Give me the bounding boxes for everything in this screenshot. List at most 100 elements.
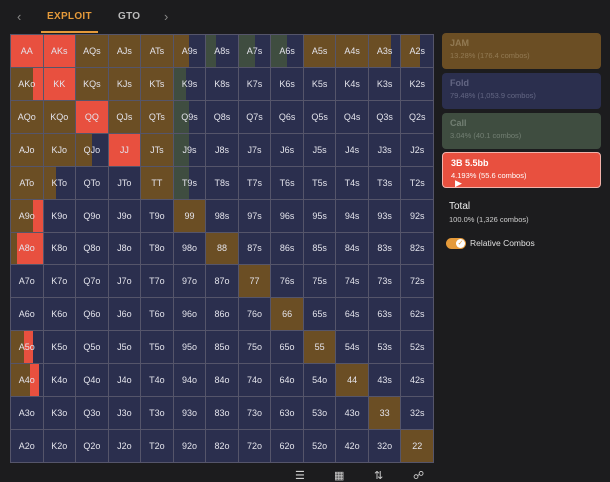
hand-cell[interactable]: 93o [173,397,207,431]
table-icon[interactable]: ▦ [334,470,345,482]
hand-cell[interactable]: QQ [76,100,109,134]
hand-cell[interactable]: Q2s [401,100,434,134]
hand-cell[interactable]: KJo [43,133,77,167]
hand-cell[interactable]: KTo [43,166,77,200]
hand-cell[interactable]: 72s [401,265,434,299]
hand-cell[interactable]: Q9o [76,199,109,233]
hand-cell[interactable]: AJo [11,133,44,167]
hand-cell[interactable]: QTs [141,100,174,134]
hand-cell[interactable]: K8s [206,67,239,101]
hand-cell[interactable]: K9s [173,67,207,101]
hand-cell[interactable]: 32o [368,430,402,463]
legend-jam[interactable]: JAM 13.28% (176.4 combos) [442,33,601,69]
hand-cell[interactable]: 88 [206,232,239,266]
hand-cell[interactable]: Q9s [173,100,207,134]
hand-cell[interactable]: 73o [238,397,272,431]
hand-cell[interactable]: K5s [303,67,337,101]
hand-cell[interactable]: 94o [173,364,207,398]
sort-icon[interactable]: ⇅ [374,470,384,482]
hand-cell[interactable]: J9o [108,199,142,233]
hand-cell[interactable]: A4s [336,35,369,68]
hand-cell[interactable]: T7o [141,265,174,299]
hand-cell[interactable]: AJs [108,35,142,68]
hand-cell[interactable]: A6o [11,298,44,332]
hand-cell[interactable]: K7o [43,265,77,299]
hand-cell[interactable]: 94s [336,199,369,233]
hand-cell[interactable]: J4s [336,133,369,167]
hand-cell[interactable]: 75o [238,331,272,365]
hand-cell[interactable]: K2o [43,430,77,463]
hand-cell[interactable]: A9s [173,35,207,68]
hand-cell[interactable]: K4s [336,67,369,101]
hand-cell[interactable]: TT [141,166,174,200]
hand-cell[interactable]: T2o [141,430,174,463]
share-icon[interactable]: ☍ [413,470,425,482]
hand-cell[interactable]: K2s [401,67,434,101]
hand-cell[interactable]: T6s [271,166,304,200]
hand-cell[interactable]: J4o [108,364,142,398]
hand-cell[interactable]: 63s [368,298,402,332]
hand-cell[interactable]: AQo [11,100,44,134]
hand-cell[interactable]: J2o [108,430,142,463]
hand-cell[interactable]: 83s [368,232,402,266]
hand-cell[interactable]: T2s [401,166,434,200]
hand-cell[interactable]: A8o [11,232,44,266]
hand-cell[interactable]: 64o [271,364,304,398]
hand-cell[interactable]: 87s [238,232,272,266]
hand-cell[interactable]: AKo [11,67,44,101]
hand-cell[interactable]: Q6s [271,100,304,134]
hand-cell[interactable]: T7s [238,166,272,200]
legend-3bet[interactable]: 3B 5.5bb 4.193% (55.6 combos) [442,152,601,188]
hand-cell[interactable]: A4o [11,364,44,398]
hand-cell[interactable]: K8o [43,232,77,266]
legend-call[interactable]: Call 3.04% (40.1 combos) [442,113,601,149]
hand-cell[interactable]: 86o [206,298,239,332]
hand-cell[interactable]: 75s [303,265,337,299]
hand-cell[interactable]: 84o [206,364,239,398]
hand-cell[interactable]: T3o [141,397,174,431]
hand-cell[interactable]: 64s [336,298,369,332]
hand-cell[interactable]: 98s [206,199,239,233]
hand-cell[interactable]: J5o [108,331,142,365]
hand-cell[interactable]: K6s [271,67,304,101]
hand-cell[interactable]: A3o [11,397,44,431]
tab-exploit[interactable]: EXPLOIT [41,11,98,33]
hand-cell[interactable]: Q3o [76,397,109,431]
hand-cell[interactable]: T4o [141,364,174,398]
hand-cell[interactable]: Q7o [76,265,109,299]
hand-cell[interactable]: 22 [401,430,434,463]
hand-cell[interactable]: T8o [141,232,174,266]
relative-combos-toggle[interactable]: ✓ [446,238,466,249]
hand-cell[interactable]: K6o [43,298,77,332]
hand-cell[interactable]: T9o [141,199,174,233]
hand-cell[interactable]: 98o [173,232,207,266]
hand-cell[interactable]: T5s [303,166,337,200]
hand-cell[interactable]: A6s [271,35,304,68]
hand-cell[interactable]: J9s [173,133,207,167]
hand-cell[interactable]: Q5o [76,331,109,365]
hand-cell[interactable]: J8s [206,133,239,167]
hand-cell[interactable]: K9o [43,199,77,233]
hand-cell[interactable]: QJs [108,100,142,134]
hand-cell[interactable]: A9o [11,199,44,233]
hand-cell[interactable]: K3o [43,397,77,431]
hand-cell[interactable]: 96o [173,298,207,332]
hand-cell[interactable]: 86s [271,232,304,266]
legend-fold[interactable]: Fold 79.48% (1,053.9 combos) [442,73,601,109]
hand-cell[interactable]: QJo [76,133,109,167]
hand-cell[interactable]: KJs [108,67,142,101]
hand-cell[interactable]: 32s [401,397,434,431]
hand-cell[interactable]: J7o [108,265,142,299]
hand-cell[interactable]: JTs [141,133,174,167]
hand-cell[interactable]: KQs [76,67,109,101]
hand-cell[interactable]: 42s [401,364,434,398]
hand-cell[interactable]: A8s [206,35,239,68]
hand-cell[interactable]: 95s [303,199,337,233]
list-icon[interactable]: ☰ [295,470,305,482]
hand-cell[interactable]: 42o [336,430,369,463]
hand-cell[interactable]: A2s [401,35,434,68]
hand-cell[interactable]: 87o [206,265,239,299]
hand-cell[interactable]: J6o [108,298,142,332]
hand-cell[interactable]: A2o [11,430,44,463]
hand-cell[interactable]: Q5s [303,100,337,134]
